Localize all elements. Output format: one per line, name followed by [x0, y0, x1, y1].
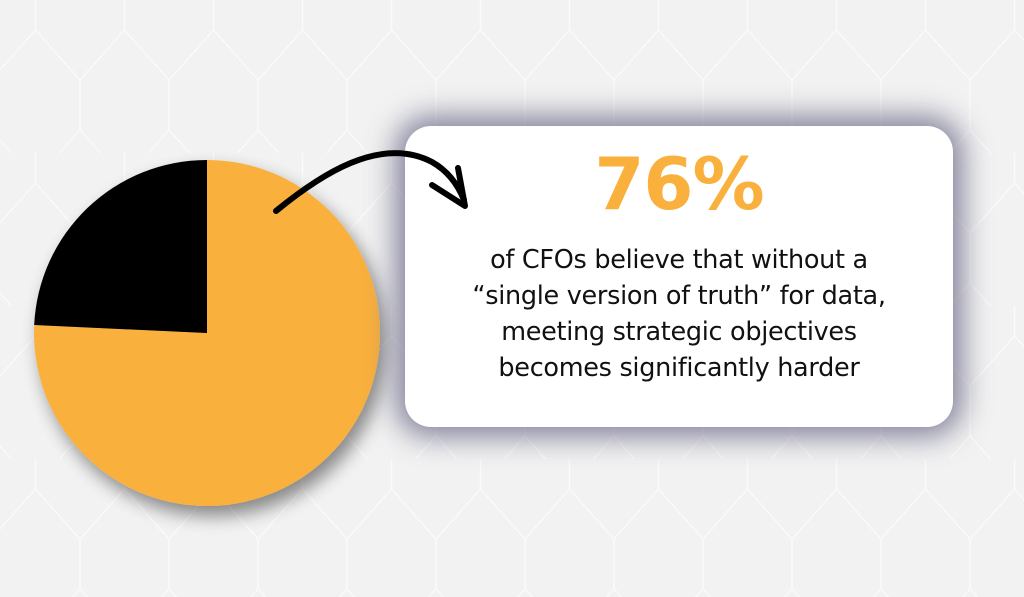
stat-callout-card: 76% of CFOs believe that without a “sing… [405, 126, 953, 427]
pie-slice-majority [34, 160, 381, 506]
stat-value: 76% [594, 142, 764, 226]
description-line: becomes significantly harder [498, 353, 860, 383]
stat-description: of CFOs believe that without a “single v… [405, 242, 953, 386]
description-line: “single version of truth” for data, [472, 281, 886, 311]
description-line: of CFOs believe that without a [490, 245, 868, 275]
pie-slice-remainder [34, 160, 208, 333]
description-line: meeting strategic objectives [501, 317, 857, 347]
